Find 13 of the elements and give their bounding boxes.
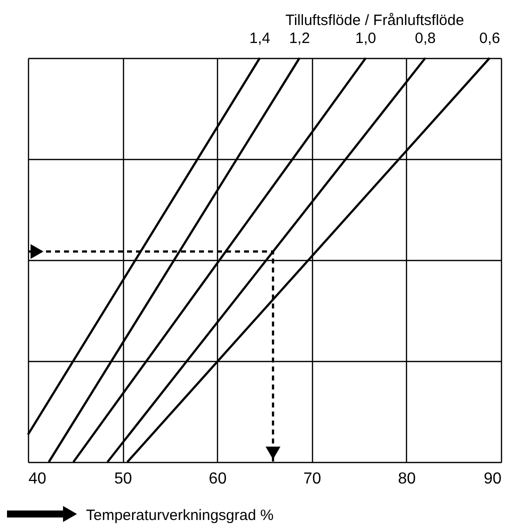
series-label: 1,4 xyxy=(249,30,270,47)
legend-title: Tilluftsflöde / Frånluftsflöde xyxy=(285,12,464,29)
series-label: 1,2 xyxy=(289,30,310,47)
x-tick-label: 60 xyxy=(208,470,227,488)
x-tick-label: 70 xyxy=(303,470,322,488)
x-tick-label: 80 xyxy=(398,470,416,488)
series-label: 0,6 xyxy=(479,30,500,47)
x-axis-title: Temperaturverkningsgrad % xyxy=(86,507,274,524)
x-tick-label: 90 xyxy=(484,470,502,488)
series-label: 1,0 xyxy=(355,30,376,47)
series-label: 0,8 xyxy=(414,30,436,47)
x-tick-label: 50 xyxy=(114,470,132,488)
x-tick-label: 40 xyxy=(28,470,46,488)
